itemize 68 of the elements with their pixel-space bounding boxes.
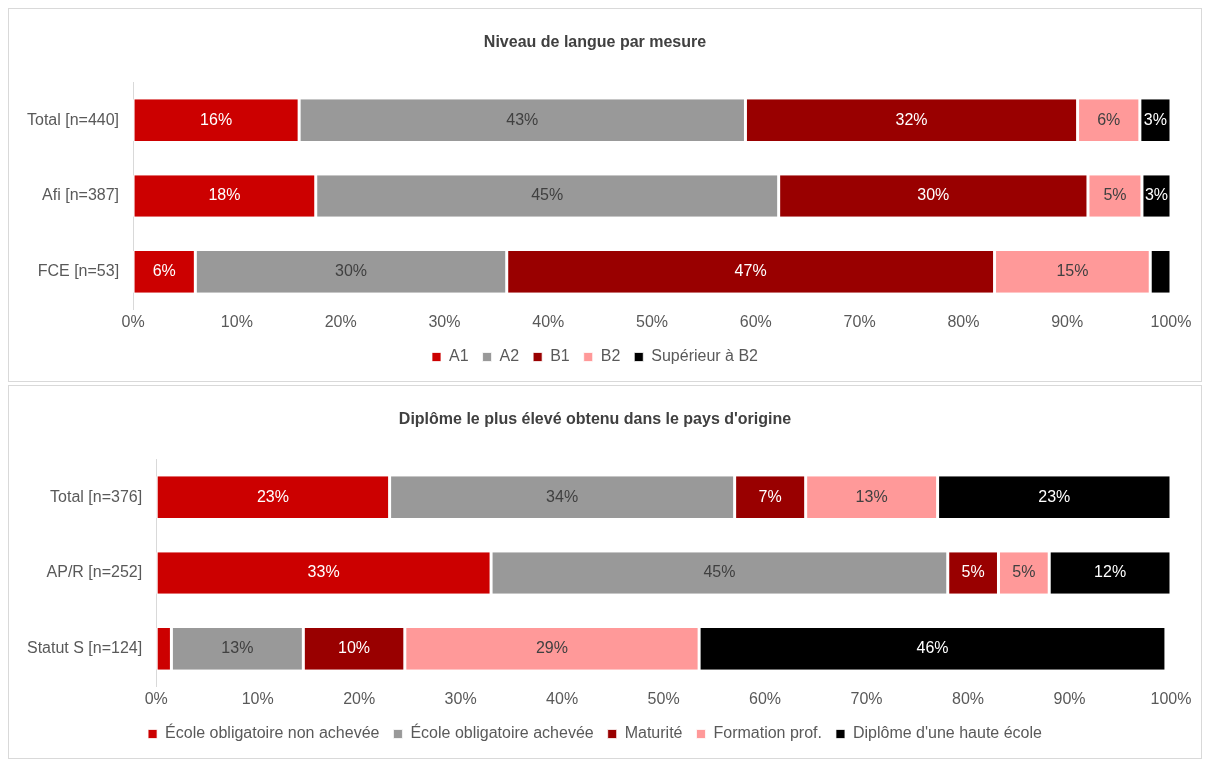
data-label: 10% — [338, 639, 371, 657]
y-tick-label: AP/R [n=252] — [46, 563, 143, 581]
x-tick-label: 30% — [444, 689, 477, 707]
data-label: 18% — [208, 186, 241, 204]
legend-label: A1 — [448, 347, 469, 365]
legend-label: Maturité — [624, 724, 683, 742]
x-tick-label: 40% — [532, 312, 565, 330]
legend-label: A2 — [499, 347, 520, 365]
legend-label: École obligatoire achevée — [410, 723, 594, 742]
data-label: 45% — [531, 186, 564, 204]
x-tick-label: 10% — [220, 312, 253, 330]
x-tick-label: 10% — [241, 689, 274, 707]
data-label: 33% — [307, 563, 340, 581]
legend-label: Supérieur à B2 — [651, 347, 759, 365]
x-tick-label: 100% — [1150, 689, 1192, 707]
data-label: 5% — [961, 563, 985, 581]
x-tick-label: 20% — [324, 312, 357, 330]
y-tick-label: Afi [n=387] — [42, 186, 120, 204]
x-tick-label: 40% — [546, 689, 579, 707]
data-label: 5% — [1012, 563, 1036, 581]
data-label: 5% — [1103, 186, 1127, 204]
data-label: 30% — [917, 186, 950, 204]
data-label: 47% — [734, 262, 767, 280]
x-tick-label: 50% — [636, 312, 669, 330]
legend-label: École obligatoire non achevée — [165, 723, 380, 742]
data-label: 7% — [758, 487, 782, 505]
data-label: 6% — [1097, 110, 1121, 128]
x-tick-label: 60% — [739, 312, 772, 330]
y-tick-label: Statut S [n=124] — [26, 639, 143, 657]
legend-label: B2 — [600, 347, 621, 365]
data-label: 43% — [506, 110, 539, 128]
legend-label: Formation prof. — [713, 724, 822, 742]
x-tick-label: 0% — [144, 689, 168, 707]
data-label: 3% — [1143, 110, 1167, 128]
x-tick-label: 60% — [749, 689, 782, 707]
data-label: 15% — [1056, 262, 1089, 280]
x-tick-label: 0% — [121, 312, 145, 330]
data-label: 29% — [535, 639, 568, 657]
data-label: 23% — [256, 487, 289, 505]
chart-title: Diplôme le plus élevé obtenu dans le pays d'origine — [398, 410, 792, 428]
data-label: 34% — [546, 487, 579, 505]
data-label: 3% — [1144, 186, 1169, 204]
legend-label: Diplôme d'une haute école — [852, 724, 1043, 742]
data-label: 13% — [221, 639, 254, 657]
y-tick-label: FCE [n=53] — [37, 262, 120, 280]
x-tick-label: 90% — [1053, 689, 1086, 707]
data-label: 23% — [1038, 487, 1071, 505]
data-label: 32% — [895, 110, 928, 128]
x-tick-label: 90% — [1051, 312, 1084, 330]
data-label: 30% — [335, 262, 368, 280]
chart-title: Niveau de langue par mesure — [483, 33, 707, 51]
x-tick-label: 20% — [343, 689, 376, 707]
x-tick-label: 70% — [850, 689, 883, 707]
data-label: 46% — [916, 639, 949, 657]
x-tick-label: 30% — [428, 312, 461, 330]
data-label: 45% — [703, 563, 736, 581]
x-tick-label: 70% — [843, 312, 876, 330]
x-tick-label: 100% — [1150, 312, 1192, 330]
y-tick-label: Total [n=440] — [26, 110, 120, 128]
data-label: 13% — [855, 487, 888, 505]
x-tick-label: 80% — [952, 689, 985, 707]
legend-label: B1 — [550, 347, 570, 365]
x-tick-label: 80% — [947, 312, 980, 330]
y-tick-label: Total [n=376] — [50, 487, 143, 505]
data-label: 16% — [200, 110, 233, 128]
data-label: 6% — [152, 262, 176, 280]
data-label: 12% — [1094, 563, 1127, 581]
x-tick-label: 50% — [647, 689, 680, 707]
